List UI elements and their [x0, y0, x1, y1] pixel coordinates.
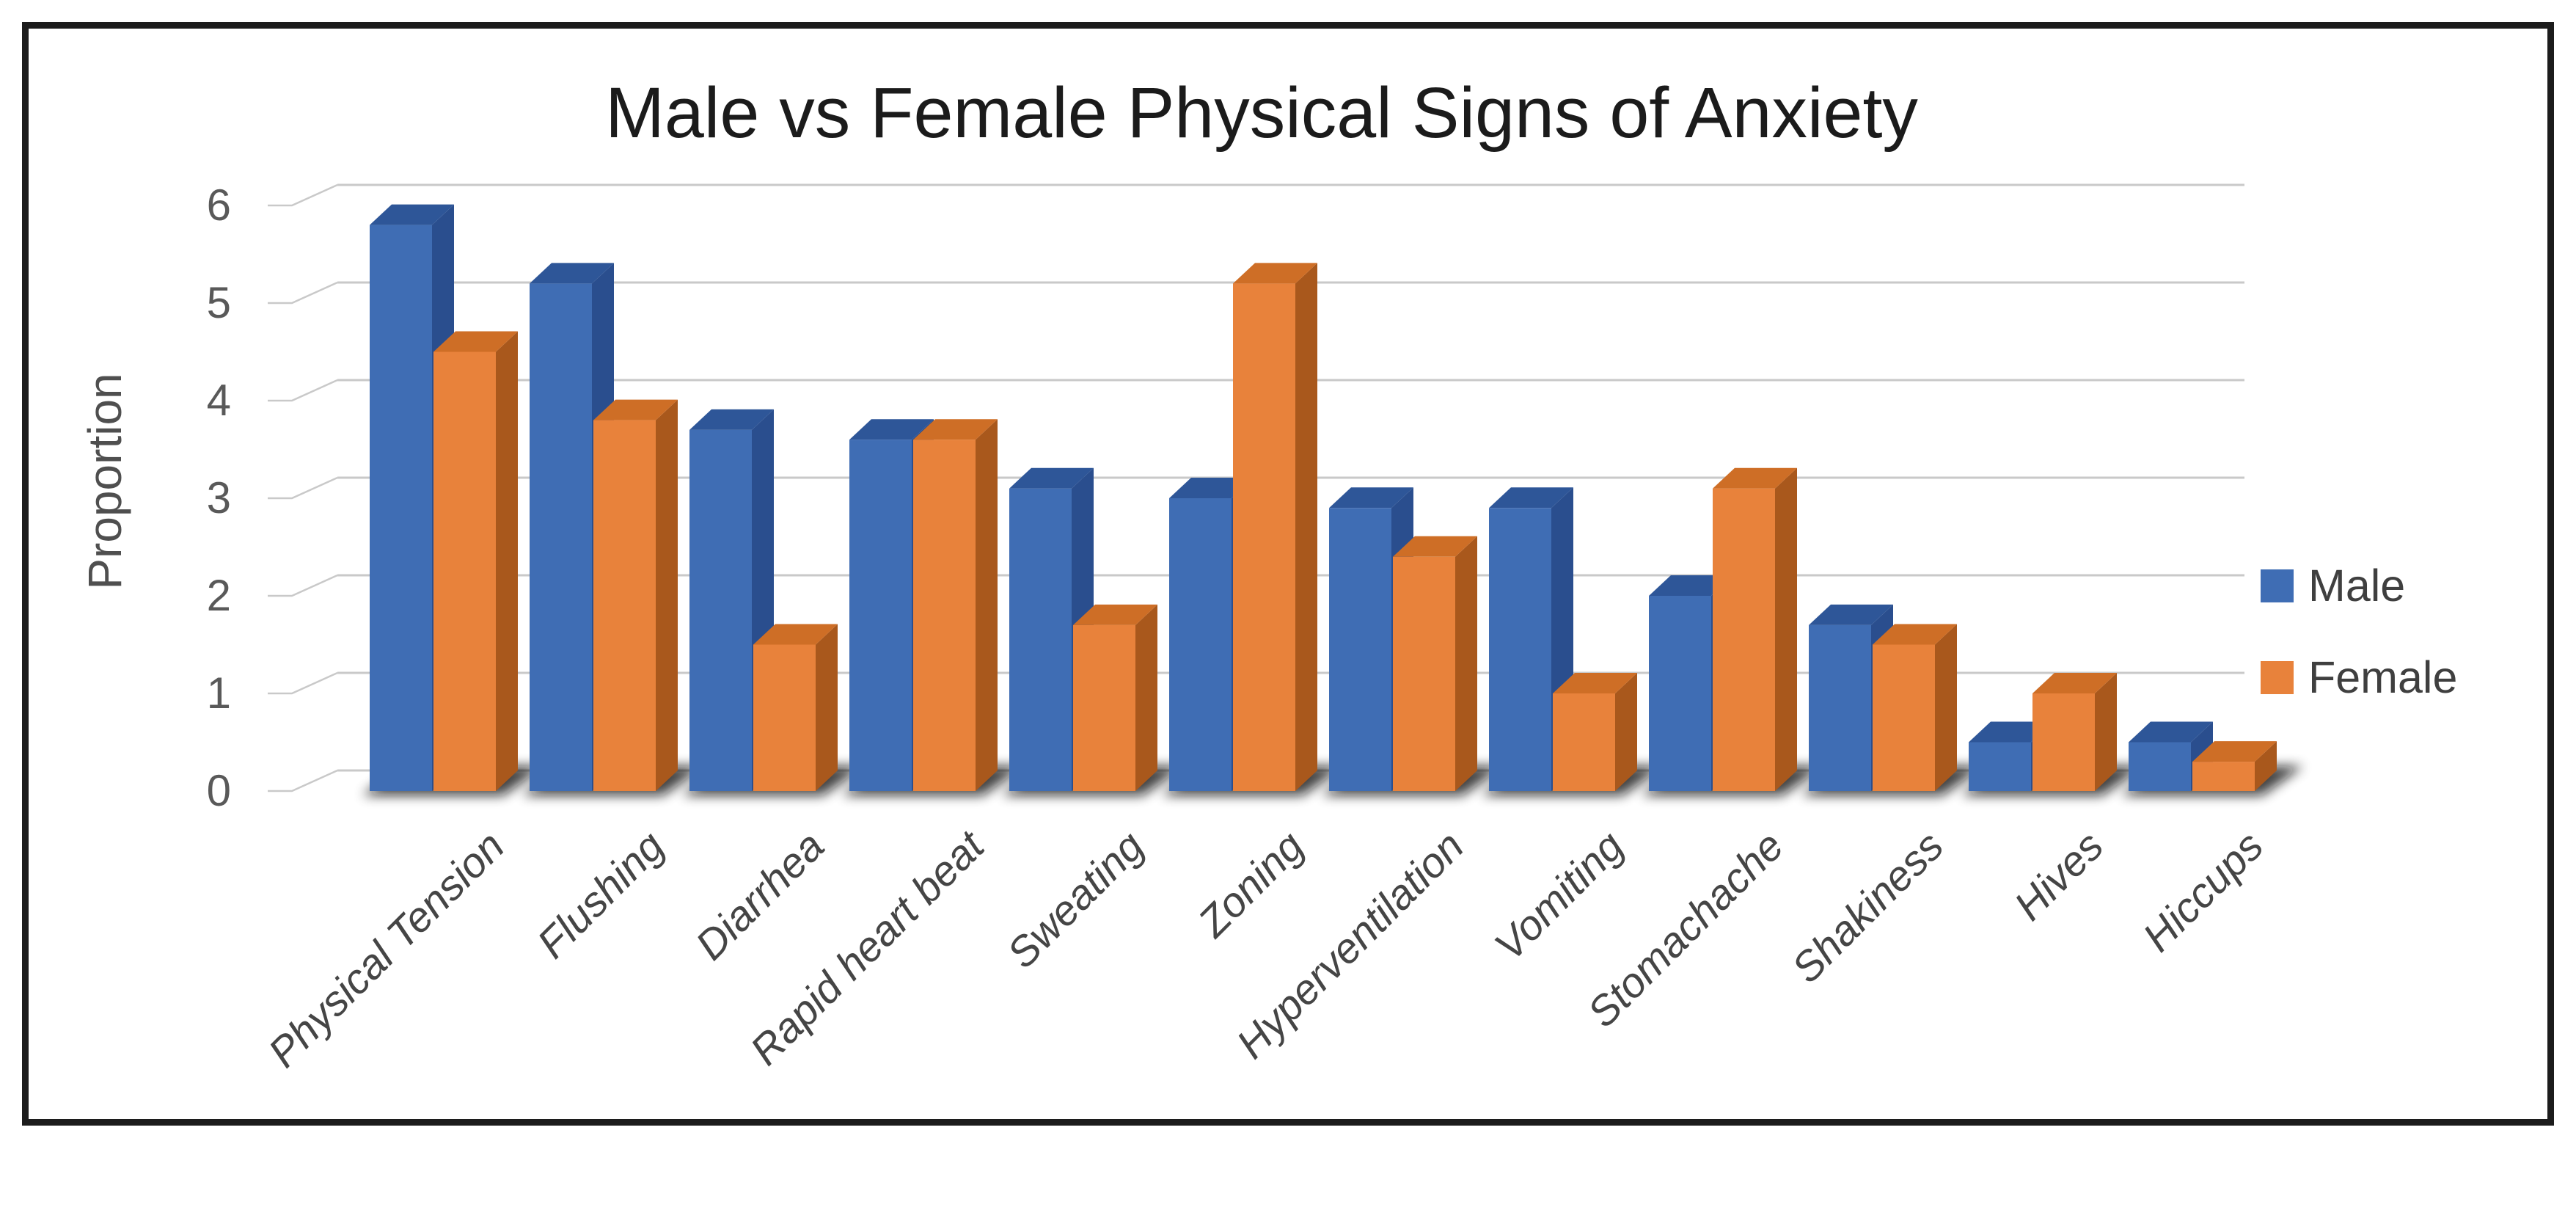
y-tick-connector-5 [268, 281, 338, 305]
bar-female-stomachache [1713, 467, 1797, 791]
bar-female-flushing [593, 399, 678, 791]
y-tick-label-4: 4 [206, 376, 231, 425]
y-tick-label-5: 5 [206, 278, 231, 327]
bar-female-hives [2032, 673, 2117, 791]
plot-area [268, 183, 2303, 795]
bar-female-zoning [1233, 263, 1317, 791]
bar-female-hiccups [2192, 741, 2277, 791]
y-tick-label-0: 0 [206, 766, 231, 815]
y-tick-label-1: 1 [206, 668, 231, 718]
legend-swatch-female-icon [2261, 661, 2294, 694]
legend-label-female: Female [2308, 652, 2458, 702]
legend-swatch-male-icon [2261, 569, 2294, 602]
bar-female-vomiting [1553, 673, 1637, 791]
y-tick-connector-3 [268, 476, 338, 500]
y-tick-connector-4 [268, 379, 338, 402]
y-tick-label-3: 3 [206, 473, 231, 522]
bar-female-hyperventilation [1393, 536, 1477, 791]
legend-label-male: Male [2308, 561, 2406, 610]
chart-title: Male vs Female Physical Signs of Anxiety [605, 73, 1918, 153]
bar-female-sweating [1073, 604, 1157, 791]
y-tick-connector-6 [268, 183, 338, 207]
y-tick-label-2: 2 [206, 571, 231, 620]
bar-female-diarrhea [753, 624, 838, 791]
legend: Male Female [2261, 564, 2457, 700]
y-tick-label-6: 6 [206, 181, 231, 230]
y-tick-connector-2 [268, 574, 338, 597]
y-tick-connector-0 [268, 769, 338, 792]
bar-female-rapid-heart-beat [913, 419, 998, 791]
legend-item-male: Male [2261, 564, 2457, 608]
y-tick-connector-1 [268, 671, 338, 695]
bar-female-physical-tension [433, 331, 518, 791]
legend-item-female: Female [2261, 655, 2457, 700]
bar-female-shakiness [1873, 624, 1957, 791]
